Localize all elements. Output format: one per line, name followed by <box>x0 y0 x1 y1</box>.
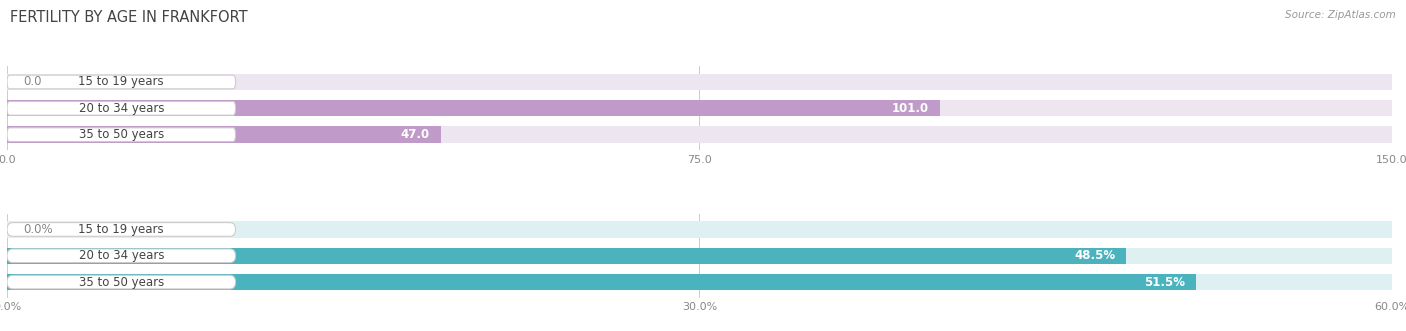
Bar <box>7 274 1195 290</box>
FancyBboxPatch shape <box>7 275 236 289</box>
Text: 47.0: 47.0 <box>401 128 430 141</box>
Text: 35 to 50 years: 35 to 50 years <box>79 276 165 289</box>
Bar <box>7 126 1392 143</box>
Text: Source: ZipAtlas.com: Source: ZipAtlas.com <box>1285 10 1396 20</box>
FancyBboxPatch shape <box>7 75 236 89</box>
Text: 35 to 50 years: 35 to 50 years <box>79 128 165 141</box>
Text: 20 to 34 years: 20 to 34 years <box>79 249 165 262</box>
Bar <box>7 248 1126 264</box>
FancyBboxPatch shape <box>7 102 236 115</box>
FancyBboxPatch shape <box>7 222 236 236</box>
Bar <box>7 100 939 117</box>
Text: 15 to 19 years: 15 to 19 years <box>79 223 165 236</box>
Bar <box>7 126 441 143</box>
Bar <box>7 274 1392 290</box>
Text: 48.5%: 48.5% <box>1074 249 1115 262</box>
Text: FERTILITY BY AGE IN FRANKFORT: FERTILITY BY AGE IN FRANKFORT <box>10 10 247 25</box>
Text: 0.0%: 0.0% <box>24 223 53 236</box>
Text: 0.0: 0.0 <box>24 75 42 88</box>
Bar <box>7 248 1392 264</box>
Text: 20 to 34 years: 20 to 34 years <box>79 102 165 115</box>
Text: 15 to 19 years: 15 to 19 years <box>79 75 165 88</box>
Text: 101.0: 101.0 <box>891 102 928 115</box>
Bar <box>7 100 1392 117</box>
Bar <box>7 221 1392 238</box>
FancyBboxPatch shape <box>7 128 236 142</box>
FancyBboxPatch shape <box>7 249 236 262</box>
Text: 51.5%: 51.5% <box>1143 276 1185 289</box>
Bar <box>7 74 1392 90</box>
